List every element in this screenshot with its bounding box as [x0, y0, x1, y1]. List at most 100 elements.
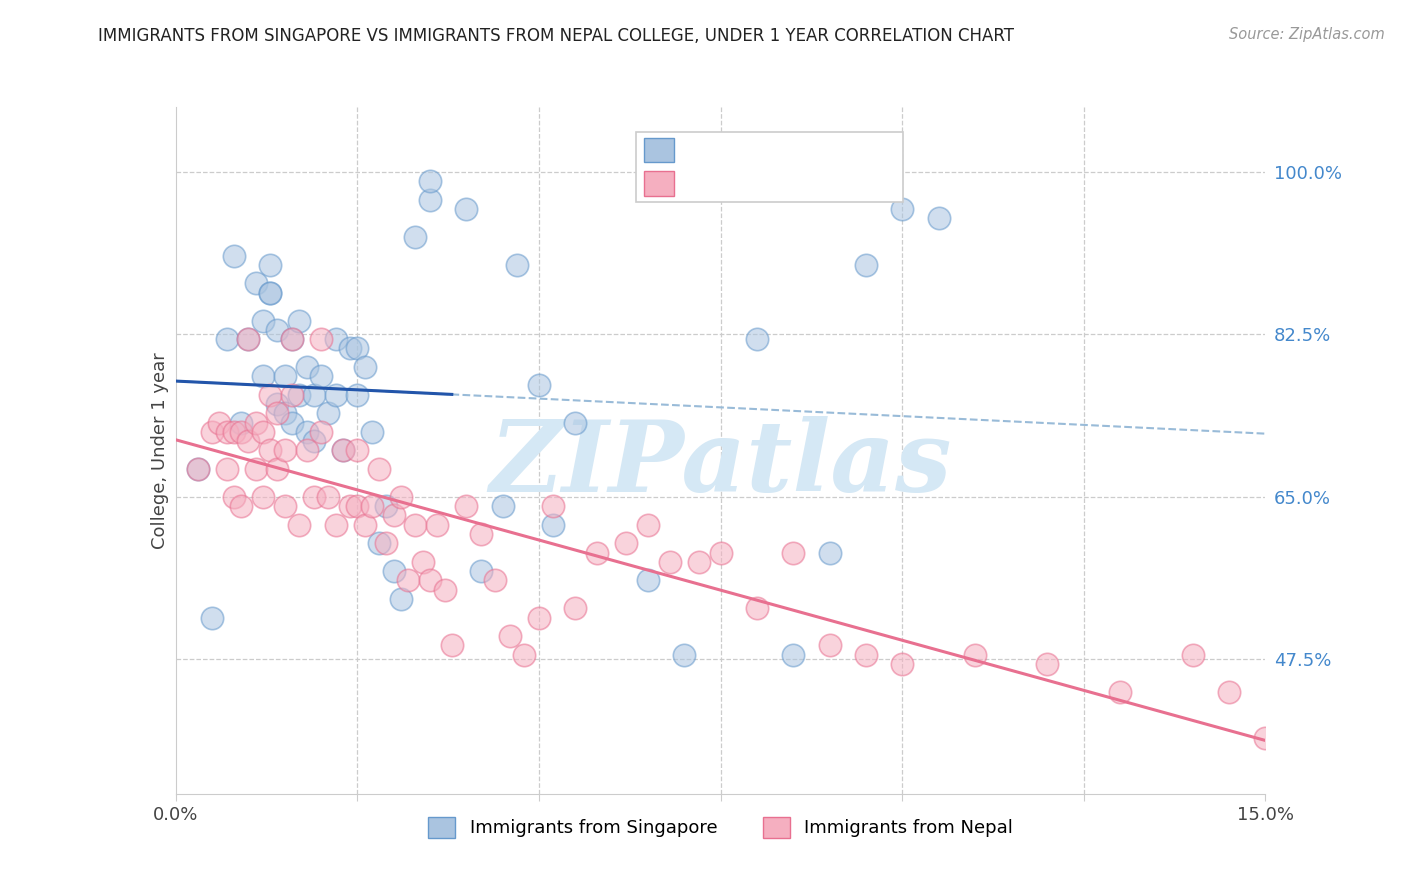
- Point: [499, 629, 522, 643]
- Y-axis label: College, Under 1 year: College, Under 1 year: [150, 352, 169, 549]
- Point: [375, 499, 398, 513]
- Point: [259, 388, 281, 402]
- Text: ZIPatlas: ZIPatlas: [489, 416, 952, 512]
- Point: [614, 536, 637, 550]
- Point: [688, 555, 710, 569]
- Point: [564, 416, 586, 430]
- Point: [266, 397, 288, 411]
- Point: [186, 462, 209, 476]
- Point: [389, 591, 412, 606]
- Point: [201, 425, 224, 439]
- Point: [1036, 657, 1059, 671]
- Point: [332, 443, 354, 458]
- Point: [252, 425, 274, 439]
- Point: [346, 342, 368, 356]
- Point: [543, 517, 565, 532]
- Point: [318, 406, 340, 420]
- Point: [710, 545, 733, 559]
- Point: [325, 388, 347, 402]
- Point: [346, 443, 368, 458]
- Point: [492, 499, 515, 513]
- Point: [1181, 648, 1204, 662]
- Text: 0.140: 0.140: [723, 140, 785, 160]
- Point: [405, 230, 427, 244]
- Point: [456, 499, 478, 513]
- Point: [818, 639, 841, 653]
- Point: [360, 499, 382, 513]
- Point: [855, 648, 877, 662]
- Point: [281, 332, 304, 346]
- Point: [266, 462, 288, 476]
- Point: [339, 342, 361, 356]
- Point: [419, 174, 441, 188]
- Text: R =: R =: [685, 140, 728, 160]
- Point: [274, 406, 297, 420]
- Point: [1254, 731, 1277, 746]
- Point: [637, 574, 659, 588]
- Point: [527, 378, 550, 392]
- Point: [266, 406, 288, 420]
- Point: [745, 601, 768, 615]
- FancyBboxPatch shape: [644, 137, 675, 162]
- Point: [346, 388, 368, 402]
- Point: [782, 545, 804, 559]
- Point: [231, 499, 253, 513]
- Point: [332, 443, 354, 458]
- Point: [745, 332, 768, 346]
- Point: [231, 425, 253, 439]
- Text: N =: N =: [789, 140, 832, 160]
- Point: [222, 425, 245, 439]
- Point: [1218, 685, 1240, 699]
- Point: [318, 490, 340, 504]
- Text: -0.413: -0.413: [723, 174, 793, 193]
- Point: [252, 313, 274, 327]
- Point: [281, 416, 304, 430]
- Point: [513, 648, 536, 662]
- Text: R =: R =: [685, 174, 728, 193]
- Point: [484, 574, 506, 588]
- Point: [506, 258, 529, 272]
- Point: [238, 332, 260, 346]
- Point: [396, 574, 419, 588]
- Point: [527, 610, 550, 624]
- Point: [259, 285, 281, 300]
- Point: [238, 434, 260, 449]
- Point: [325, 332, 347, 346]
- Point: [215, 425, 238, 439]
- Point: [281, 388, 304, 402]
- Point: [637, 517, 659, 532]
- Text: N =: N =: [789, 174, 832, 193]
- Point: [325, 517, 347, 532]
- Point: [309, 369, 332, 384]
- Point: [586, 545, 609, 559]
- Point: [295, 443, 318, 458]
- Point: [302, 434, 325, 449]
- Point: [928, 211, 950, 226]
- Point: [259, 443, 281, 458]
- Point: [302, 490, 325, 504]
- Point: [658, 555, 681, 569]
- Point: [368, 462, 391, 476]
- Point: [360, 425, 382, 439]
- Point: [1109, 685, 1132, 699]
- Point: [222, 490, 245, 504]
- Point: [375, 536, 398, 550]
- Point: [389, 490, 412, 504]
- Point: [782, 648, 804, 662]
- Point: [382, 508, 405, 523]
- Point: [252, 369, 274, 384]
- FancyBboxPatch shape: [636, 132, 903, 202]
- Point: [245, 462, 267, 476]
- Point: [456, 202, 478, 216]
- Point: [288, 388, 311, 402]
- Point: [288, 517, 311, 532]
- Point: [295, 425, 318, 439]
- Point: [433, 582, 456, 597]
- Point: [215, 462, 238, 476]
- Point: [353, 359, 375, 374]
- Point: [673, 648, 696, 662]
- Text: IMMIGRANTS FROM SINGAPORE VS IMMIGRANTS FROM NEPAL COLLEGE, UNDER 1 YEAR CORRELA: IMMIGRANTS FROM SINGAPORE VS IMMIGRANTS …: [98, 27, 1014, 45]
- Legend: Immigrants from Singapore, Immigrants from Nepal: Immigrants from Singapore, Immigrants fr…: [419, 808, 1022, 847]
- Point: [963, 648, 986, 662]
- Point: [426, 517, 449, 532]
